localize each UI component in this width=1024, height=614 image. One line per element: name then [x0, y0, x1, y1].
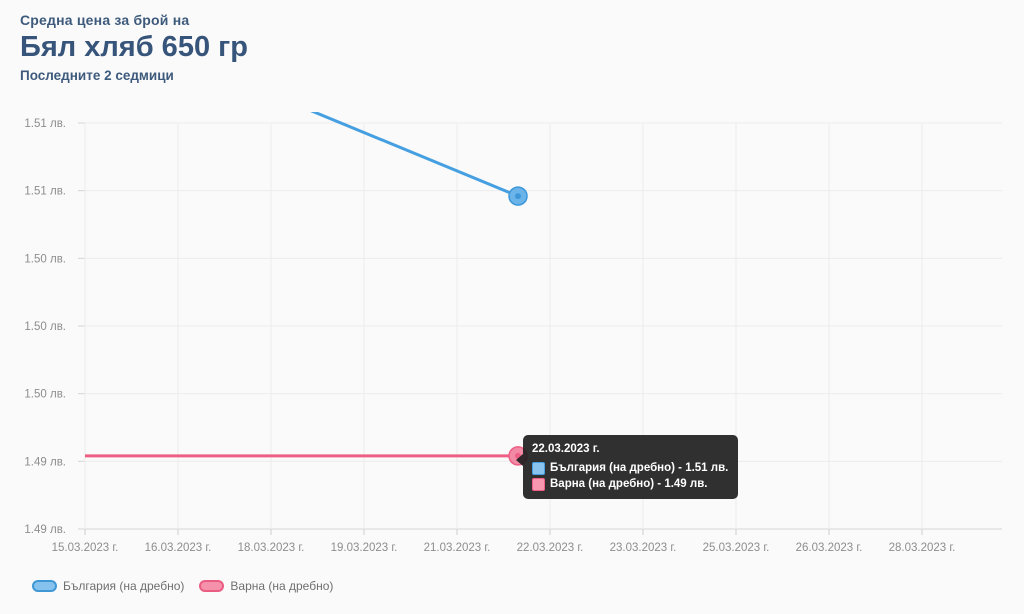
series-line-bulgaria [310, 112, 520, 198]
y-axis-label: 1.49 лв. [24, 456, 66, 468]
chart-legend: България (на дребно) Варна (на дребно) [32, 579, 333, 593]
series-color-box-varna [532, 477, 545, 491]
x-axis-label: 25.03.2023 г. [703, 542, 770, 554]
chart-subtitle: Последните 2 седмици [20, 68, 174, 83]
tooltip-row-varna: Варна (на дребно) - 1.49 лв. [532, 476, 728, 492]
y-axis-label: 1.50 лв. [24, 321, 66, 333]
legend-label-varna: Варна (на дребно) [230, 579, 334, 593]
x-axis-label: 28.03.2023 г. [889, 542, 956, 554]
y-axis-label: 1.51 лв. [24, 118, 66, 130]
chart-tooltip: 22.03.2023 г. България (на дребно) - 1.5… [515, 435, 739, 499]
tooltip-row-bulgaria: България (на дребно) - 1.51 лв. [532, 460, 728, 476]
x-axis-label: 22.03.2023 г. [517, 542, 584, 554]
x-axis-label: 23.03.2023 г. [610, 542, 677, 554]
legend-label-bulgaria: България (на дребно) [63, 579, 185, 593]
data-point-marker-center [515, 193, 521, 200]
x-axis-label: 26.03.2023 г. [796, 542, 863, 554]
chart-supertitle: Средна цена за брой на [20, 12, 190, 28]
legend-swatch-varna [199, 580, 225, 592]
x-axis-label: 21.03.2023 г. [424, 542, 491, 554]
series-color-box-bulgaria [532, 461, 545, 475]
x-axis-label: 15.03.2023 г. [52, 542, 119, 554]
y-axis-label: 1.50 лв. [24, 389, 66, 401]
tooltip-row-text-varna: Варна (на дребно) - 1.49 лв. [550, 478, 708, 490]
legend-item-bulgaria[interactable]: България (на дребно) [32, 579, 184, 593]
tooltip-date: 22.03.2023 г. [532, 443, 600, 455]
y-axis-label: 1.51 лв. [24, 186, 66, 198]
x-axis-label: 19.03.2023 г. [331, 542, 398, 554]
y-axis-label: 1.50 лв. [24, 253, 66, 265]
chart-header: Средна цена за брой на Бял хляб 650 гр П… [20, 12, 248, 83]
page-title: Бял хляб 650 гр [20, 31, 248, 63]
x-axis-label: 16.03.2023 г. [145, 542, 212, 554]
legend-item-varna[interactable]: Варна (на дребно) [199, 579, 333, 593]
legend-swatch-bulgaria [32, 580, 57, 592]
y-axis-label: 1.49 лв. [24, 524, 66, 536]
x-axis-label: 18.03.2023 г. [238, 542, 305, 554]
tooltip-row-text-bulgaria: България (на дребно) - 1.51 лв. [550, 462, 729, 474]
